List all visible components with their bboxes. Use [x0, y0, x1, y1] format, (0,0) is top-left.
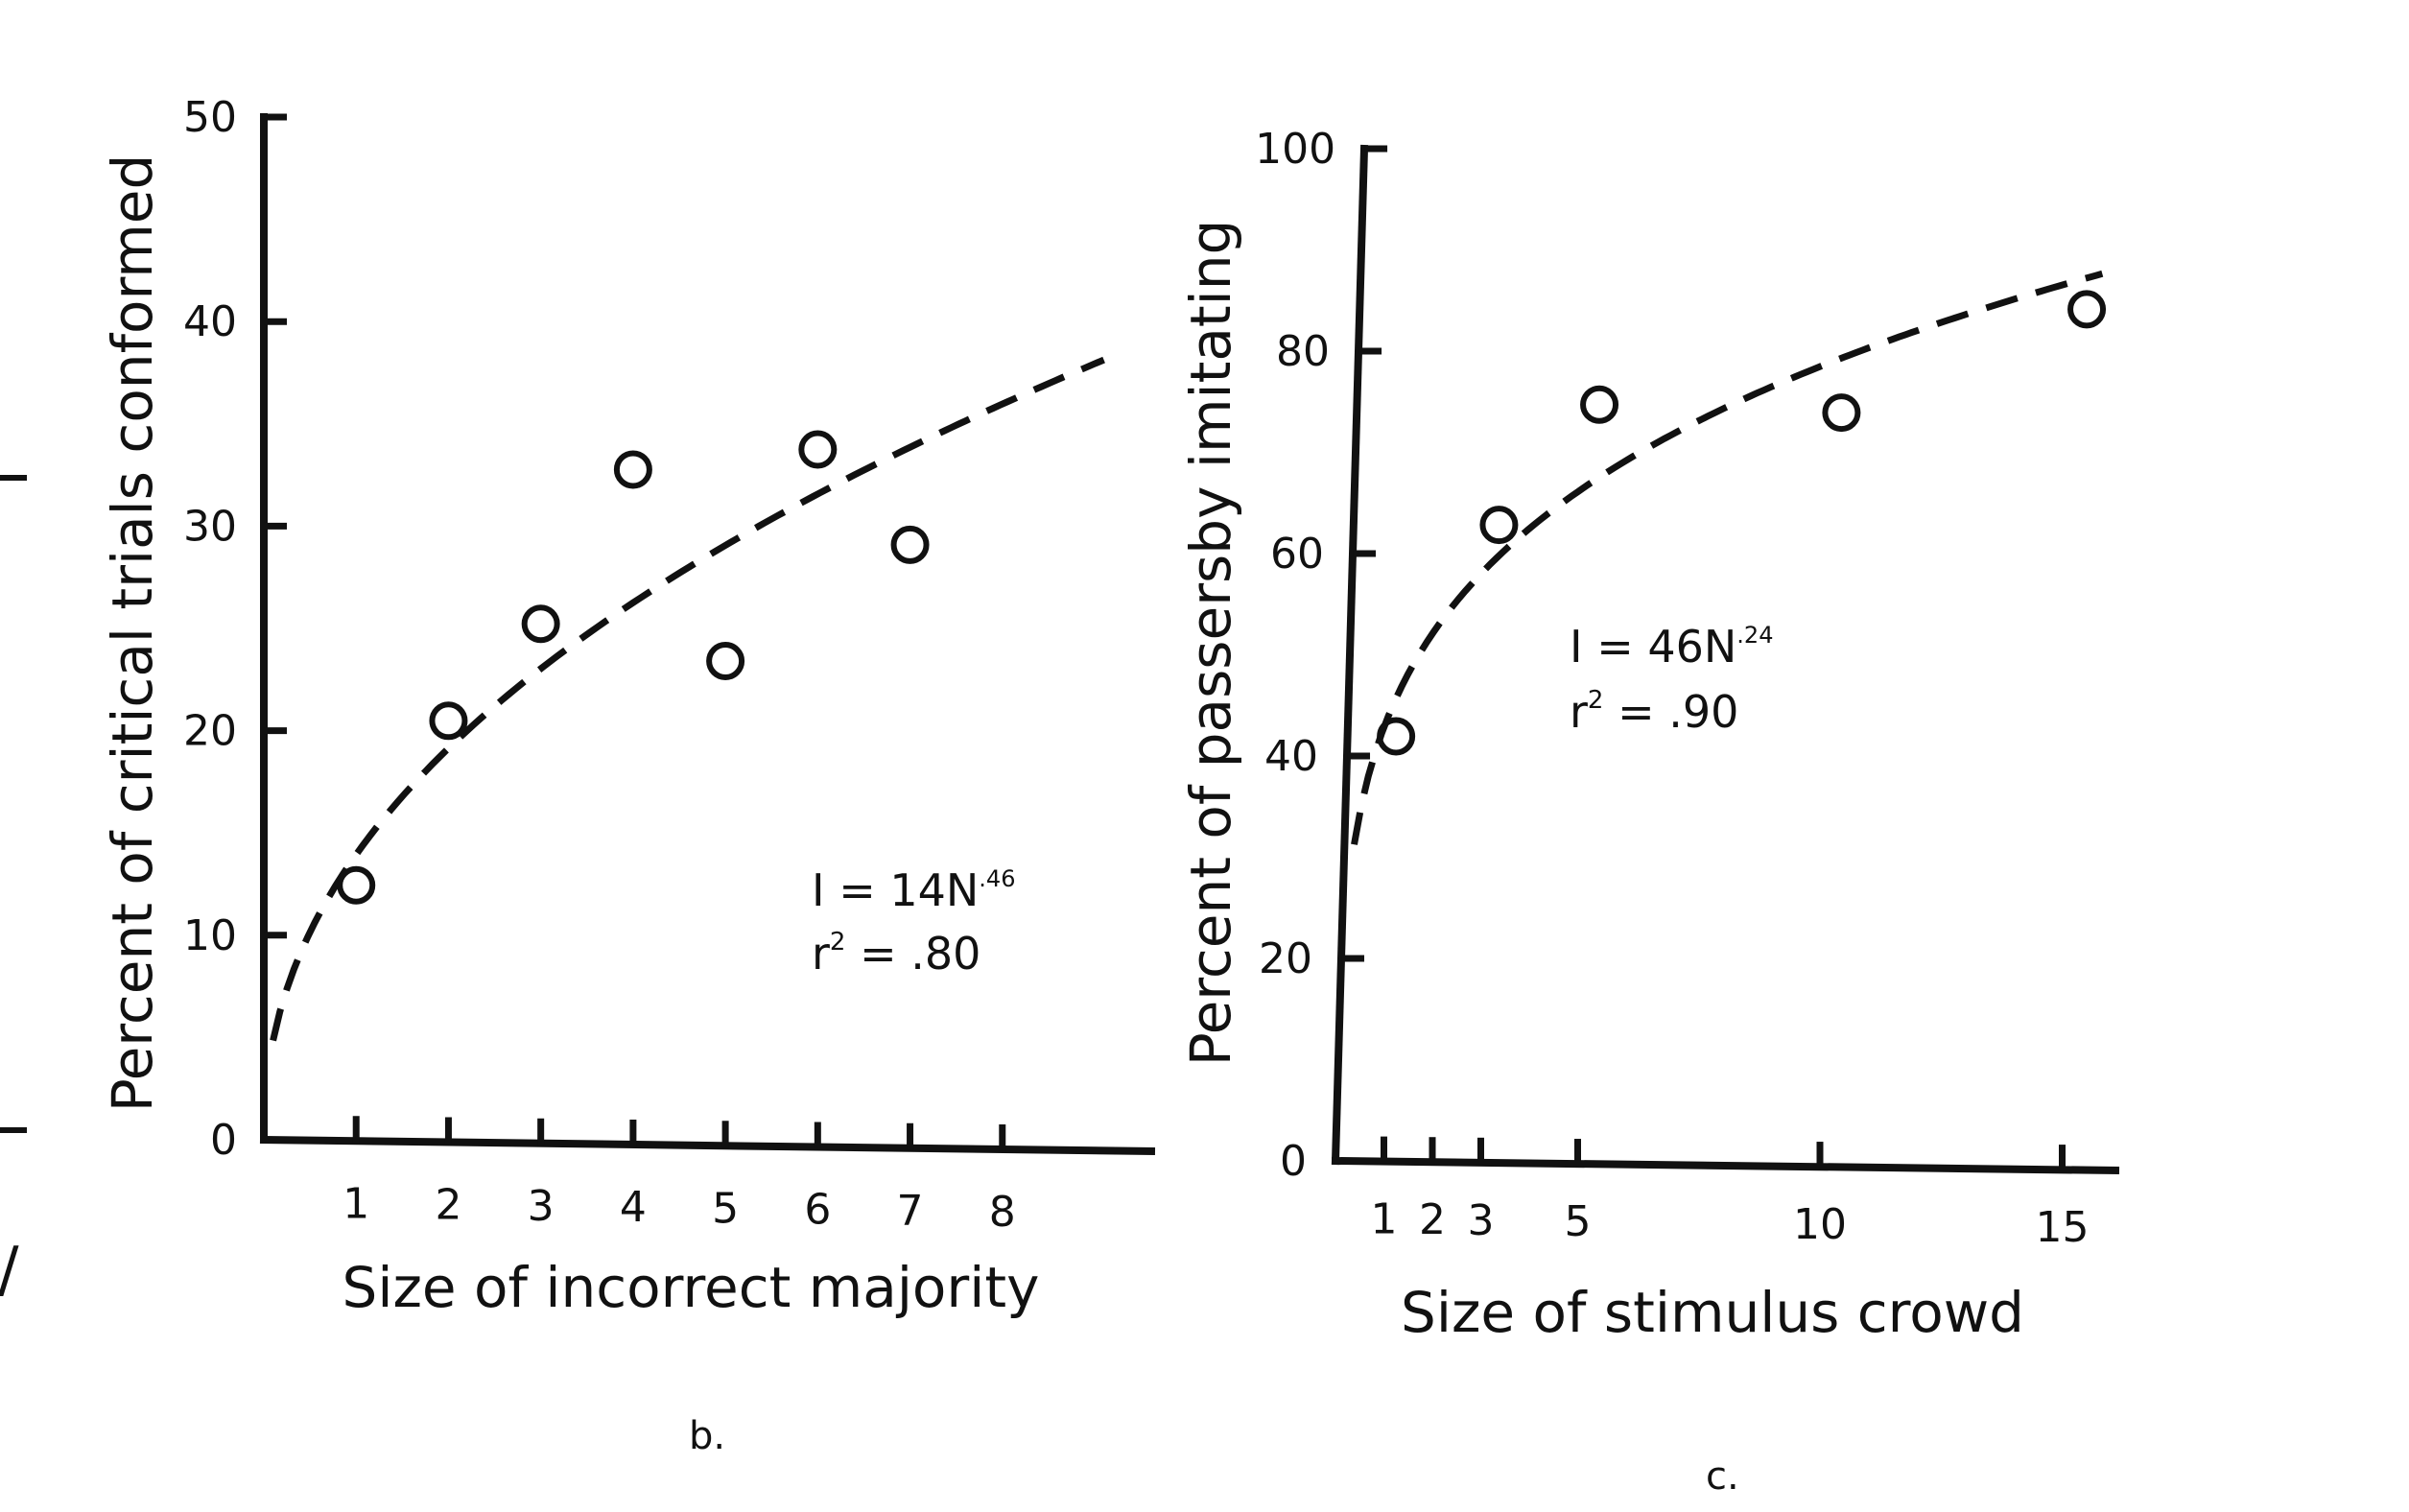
- data-point-c-1: [1377, 717, 1416, 756]
- fit-r-squared-c-value: = .90: [1603, 686, 1738, 738]
- fit-r-squared-b: r2 = .80: [812, 928, 980, 980]
- data-points-b: [337, 430, 930, 905]
- data-point-b-5: [706, 641, 745, 680]
- fit-equation-b-exponent: .46: [979, 865, 1015, 892]
- fit-r-squared-b-sup: 2: [830, 928, 846, 957]
- fit-equation-b: I = 14N.46: [812, 864, 1015, 916]
- data-point-c-4: [1822, 393, 1861, 433]
- x-tick-label-6: 6: [804, 1186, 831, 1235]
- x-tick-label-8: 8: [989, 1188, 1016, 1237]
- tick-group: 1 2 3 4 5 6 7 8 0 10 20 30 40 50: [183, 93, 1016, 1237]
- y-tick-label-0: 0: [1280, 1137, 1307, 1186]
- y-tick-label-80: 80: [1276, 327, 1330, 376]
- y-tick-label-40: 40: [1264, 732, 1318, 781]
- x-axis-line: [259, 1135, 1156, 1156]
- x-axis-title-c: Size of stimulus crowd: [1401, 1280, 2024, 1345]
- x-tick-label-5: 5: [1565, 1197, 1592, 1246]
- x-tick-label-1: 1: [342, 1179, 369, 1228]
- edge-marks: /: [0, 475, 27, 1306]
- y-tick-label-60: 60: [1270, 530, 1324, 579]
- edge-partial-char: /: [0, 1235, 19, 1306]
- data-point-b-2: [429, 701, 468, 741]
- x-tick-label-3: 3: [528, 1182, 555, 1231]
- data-point-c-5: [2067, 290, 2107, 329]
- y-tick-label-40: 40: [183, 297, 237, 346]
- x-tick-label-5: 5: [712, 1184, 739, 1233]
- x-axis-title-b: Size of incorrect majority: [342, 1255, 1040, 1320]
- x-tick-label-2: 2: [435, 1181, 461, 1230]
- data-point-b-7: [890, 525, 930, 564]
- y-tick-label-0: 0: [210, 1116, 237, 1165]
- y-axis-line: [1331, 144, 1369, 1166]
- fit-r-squared-c-sup: 2: [1588, 686, 1604, 715]
- fit-equation-c-base: I = 46N: [1570, 621, 1736, 673]
- fit-equation-c-exponent: .24: [1736, 622, 1773, 649]
- x-tick-label-2: 2: [1419, 1195, 1446, 1244]
- y-axis-title-b: Percent of critical trials conformed: [100, 154, 165, 1113]
- power-fit-curve-c: [1351, 270, 2104, 845]
- fit-r-squared-c: r2 = .90: [1570, 686, 1738, 738]
- x-tick-label-15: 15: [2036, 1203, 2090, 1252]
- x-tick-label-4: 4: [620, 1183, 647, 1232]
- x-tick-label-3: 3: [1468, 1196, 1495, 1245]
- panel-label-c: c.: [1706, 1454, 1739, 1499]
- y-tick-label-30: 30: [183, 502, 237, 551]
- y-axis-title-c: Percent of passersby imitating: [1178, 220, 1243, 1067]
- data-point-b-6: [798, 430, 838, 469]
- fit-equation-b-base: I = 14N: [812, 864, 979, 916]
- data-points-c: [1377, 290, 2107, 756]
- y-tick-label-20: 20: [1259, 934, 1312, 983]
- data-point-b-1: [337, 865, 376, 905]
- x-tick-label-1: 1: [1371, 1195, 1398, 1244]
- y-tick-label-10: 10: [183, 911, 237, 960]
- x-axis-line: [1331, 1156, 2120, 1175]
- fit-r-squared-b-value: = .80: [845, 928, 980, 980]
- x-tick-label-10: 10: [1793, 1200, 1847, 1249]
- data-point-b-3: [521, 604, 560, 644]
- power-fit-curve-b: [270, 356, 1105, 1042]
- y-tick-label-50: 50: [183, 93, 237, 142]
- y-tick-label-20: 20: [183, 707, 237, 756]
- y-tick-label-100: 100: [1255, 125, 1335, 174]
- fit-equation-c: I = 46N.24: [1570, 621, 1773, 673]
- data-point-b-4: [613, 450, 652, 489]
- chart-panel-b: 1 2 3 4 5 6 7 8 0 10 20 30 40 50 Size of incorrect ma…: [100, 93, 1156, 1458]
- fit-r-squared-c-r: r: [1570, 686, 1588, 738]
- fit-r-squared-b-r: r: [812, 928, 830, 980]
- panel-label-b: b.: [689, 1414, 725, 1458]
- x-tick-label-7: 7: [897, 1187, 924, 1236]
- data-point-c-2: [1479, 506, 1519, 545]
- data-point-c-3: [1580, 385, 1619, 424]
